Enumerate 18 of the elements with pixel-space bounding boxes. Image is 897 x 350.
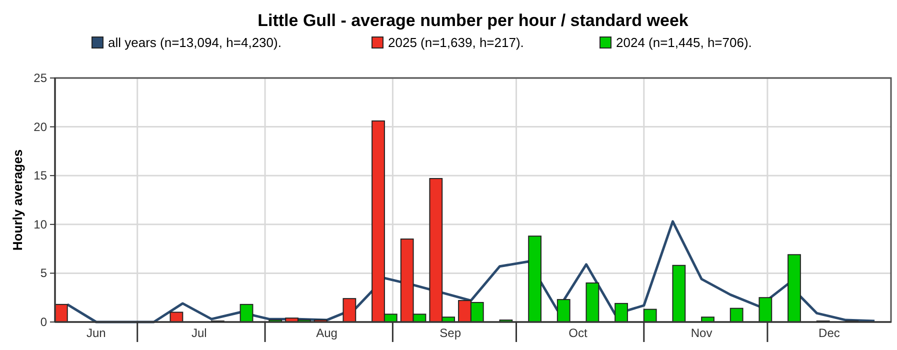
x-tick-label: Oct (568, 326, 588, 340)
y-tick-label: 25 (34, 71, 48, 85)
y-tick-label: 20 (34, 120, 48, 134)
chart-title: Little Gull - average number per hour / standard week (258, 11, 689, 30)
y-axis-title: Hourly averages (10, 149, 25, 251)
x-tick-label: Nov (690, 326, 712, 340)
x-tick-label: Aug (316, 326, 338, 340)
y-tick-label: 5 (40, 266, 48, 280)
y-tick-label: 15 (34, 168, 48, 183)
y-tick-label: 0 (40, 315, 48, 329)
legend-label: 2024 (n=1,445, h=706). (616, 35, 752, 50)
x-tick-label: Jun (86, 326, 106, 340)
x-tick-label: Sep (440, 326, 462, 340)
y-tick-label: 10 (34, 217, 48, 232)
legend-label: all years (n=13,094, h=4,230). (108, 35, 282, 50)
legend-label: 2025 (n=1,639, h=217). (388, 35, 524, 50)
x-tick-label: Dec (818, 326, 840, 340)
x-tick-label: Jul (191, 326, 207, 340)
